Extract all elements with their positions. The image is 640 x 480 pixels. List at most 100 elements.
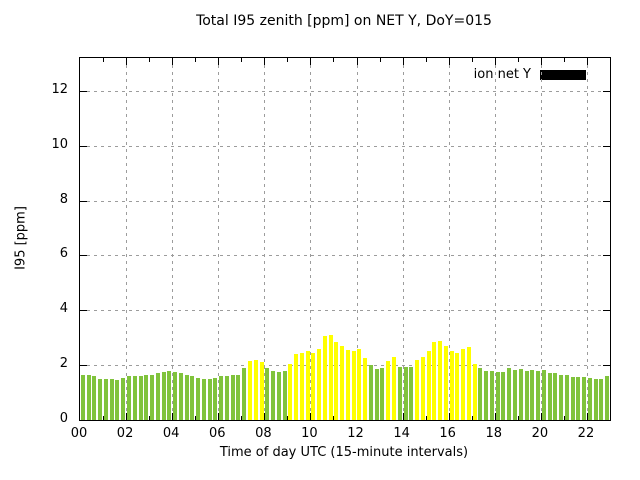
y-tick-mark — [80, 146, 87, 147]
bar — [582, 376, 587, 420]
bar — [605, 376, 610, 420]
y-tick-mark — [603, 255, 610, 256]
bar — [518, 369, 523, 420]
bar — [144, 374, 149, 420]
x-tick-mark — [541, 58, 542, 65]
bar — [564, 375, 569, 420]
bar — [345, 350, 350, 420]
y-tick-label: 2 — [59, 356, 68, 372]
bar — [167, 370, 172, 420]
gridline-vertical — [310, 58, 311, 420]
bar — [593, 378, 598, 420]
x-tick-label: 18 — [485, 426, 503, 441]
x-axis-label: Time of day UTC (15-minute intervals) — [219, 445, 469, 460]
y-tick-mark — [603, 201, 610, 202]
bar — [155, 373, 160, 420]
y-tick-mark — [80, 201, 87, 202]
gridline-vertical — [357, 58, 358, 420]
x-tick-mark — [495, 58, 496, 65]
x-tick-mark — [103, 58, 104, 62]
x-tick-mark — [518, 58, 519, 62]
x-tick-mark — [241, 416, 242, 420]
x-tick-mark — [218, 58, 219, 65]
x-tick-label: 20 — [531, 426, 549, 441]
bar — [328, 335, 333, 420]
bar — [253, 359, 258, 420]
x-tick-mark — [472, 416, 473, 420]
bar — [461, 348, 466, 420]
bar — [397, 366, 402, 420]
bar — [386, 361, 391, 420]
x-tick-mark — [564, 416, 565, 420]
bar — [150, 374, 154, 420]
bar — [230, 374, 235, 420]
x-tick-label: 10 — [301, 426, 318, 441]
bar — [173, 372, 178, 420]
bar — [380, 367, 385, 420]
x-tick-mark — [357, 58, 358, 65]
bar — [455, 352, 460, 420]
x-tick-mark — [241, 58, 242, 62]
bar — [587, 377, 592, 420]
bar — [507, 368, 512, 420]
x-tick-mark — [287, 58, 288, 62]
bar — [530, 369, 535, 420]
x-tick-mark — [472, 58, 473, 62]
bar — [178, 373, 183, 420]
bar — [317, 348, 322, 420]
gridline-horizontal — [80, 365, 610, 366]
y-tick-label: 12 — [51, 81, 68, 97]
x-tick-mark — [518, 416, 519, 420]
y-tick-mark — [603, 310, 610, 311]
bar — [449, 351, 454, 420]
bar — [115, 380, 120, 420]
x-tick-mark — [149, 58, 150, 62]
x-tick-label: 22 — [577, 426, 595, 441]
bar — [357, 348, 362, 420]
bar — [224, 376, 229, 420]
bar — [265, 367, 270, 420]
bar — [392, 356, 396, 420]
bar — [311, 352, 316, 420]
x-tick-mark — [310, 58, 311, 65]
x-tick-mark — [310, 413, 311, 420]
bar — [438, 340, 443, 420]
x-tick-mark — [333, 416, 334, 420]
bar — [282, 370, 287, 420]
y-tick-mark — [80, 310, 87, 311]
x-tick-mark — [333, 58, 334, 62]
gridline-vertical — [403, 58, 404, 420]
x-tick-mark — [541, 413, 542, 420]
bar — [489, 371, 494, 420]
y-tick-label: 8 — [59, 191, 68, 207]
x-tick-label: 02 — [116, 426, 134, 441]
x-tick-mark — [426, 58, 427, 62]
bar — [299, 352, 304, 420]
bar — [363, 358, 368, 420]
x-tick-mark — [587, 58, 588, 65]
bar — [415, 359, 419, 420]
chart-title: Total I95 zenith [ppm] on NET Y, DoY=015 — [196, 13, 492, 29]
legend: ion net Y — [467, 65, 586, 84]
bar — [271, 370, 275, 420]
x-tick-mark — [126, 413, 127, 420]
y-tick-mark — [80, 255, 87, 256]
bar — [484, 370, 489, 420]
bar — [86, 374, 91, 420]
y-tick-mark — [603, 365, 610, 366]
bar — [259, 362, 264, 420]
bar — [196, 377, 201, 420]
bar — [190, 376, 195, 420]
x-tick-mark — [264, 58, 265, 65]
bar — [98, 378, 103, 420]
gridline-vertical — [172, 58, 173, 420]
x-tick-mark — [195, 58, 196, 62]
bar — [236, 374, 241, 420]
x-tick-mark — [403, 58, 404, 65]
bar — [103, 378, 108, 420]
bar — [242, 367, 247, 420]
bar — [478, 367, 483, 420]
legend-swatch — [540, 69, 586, 80]
bar — [374, 369, 379, 420]
